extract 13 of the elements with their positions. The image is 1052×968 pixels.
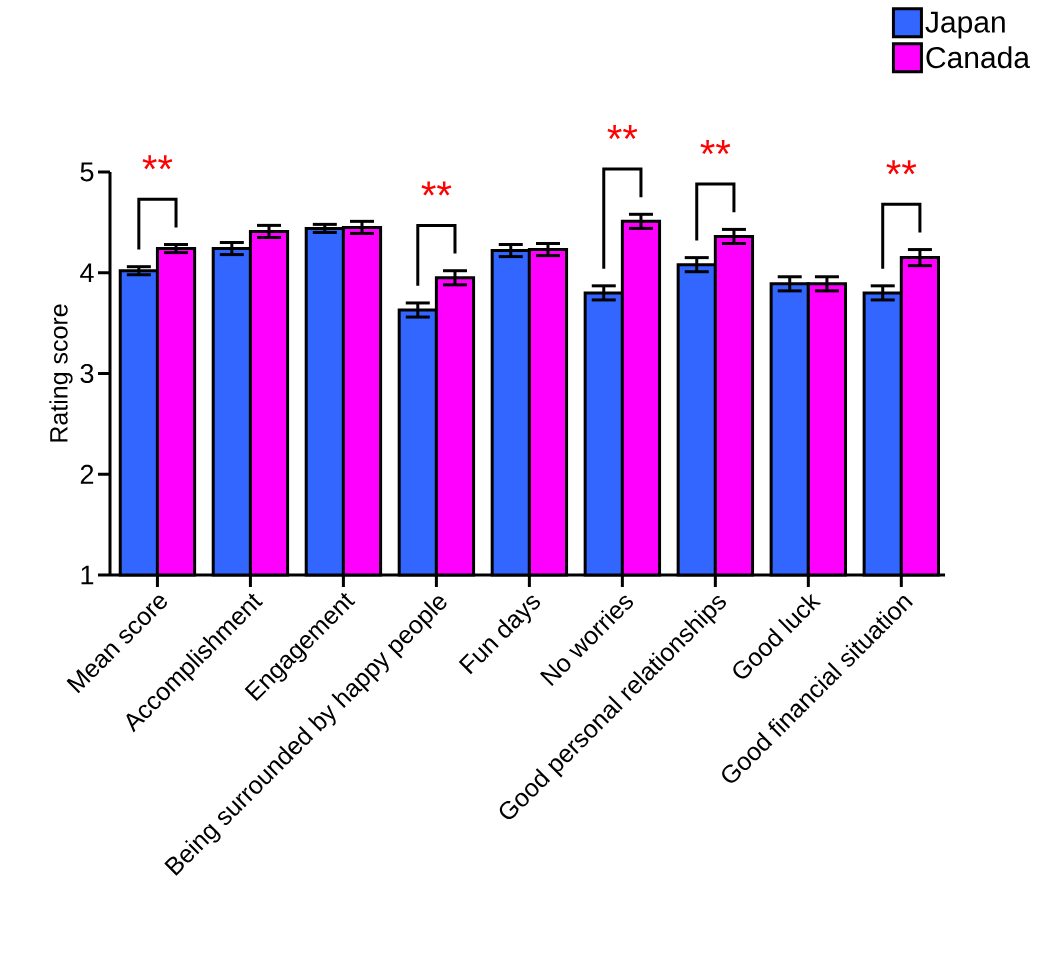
text: ** <box>142 155 173 170</box>
y-tick-label: 5 <box>80 162 94 182</box>
y-tick-label: 1 <box>81 565 94 585</box>
y-tick-label: 2 <box>80 464 94 484</box>
annotation: ** <box>886 160 917 175</box>
y-axis-title: Rating score <box>49 304 73 442</box>
legend-label: Japan <box>925 11 1005 39</box>
y-tick-label: 4 <box>80 263 94 283</box>
y-tick-label: 3 <box>80 363 94 384</box>
annotation: ** <box>421 181 452 196</box>
text: ** <box>607 124 638 140</box>
text: ** <box>700 140 731 155</box>
legend-label: Canada <box>926 46 1030 69</box>
